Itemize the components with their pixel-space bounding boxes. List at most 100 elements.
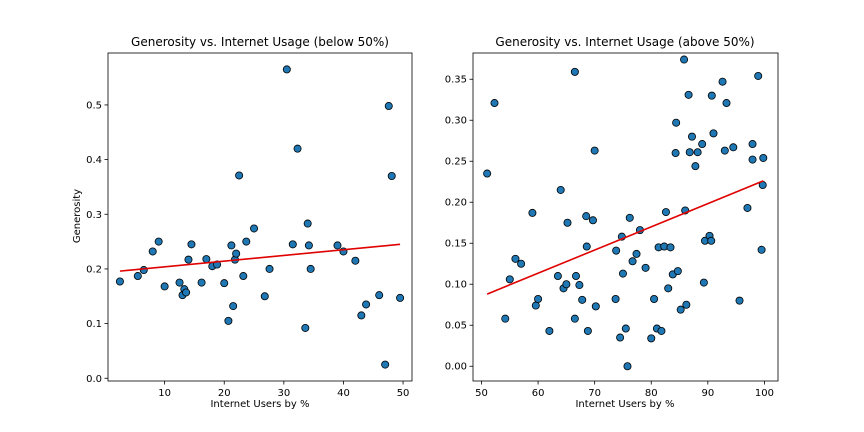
x-axis-label: Internet Users by % [210,399,309,410]
data-point [288,240,297,249]
data-point [260,292,269,301]
data-point [381,360,390,369]
data-point [641,263,650,272]
data-point [556,185,565,194]
data-point [384,102,393,111]
data-point [707,91,716,100]
data-point [632,249,641,258]
x-tick-label: 10 [158,388,171,399]
data-point [666,243,675,252]
data-point [693,148,702,157]
data-point [197,278,206,287]
data-point [229,302,238,311]
x-tick-label: 50 [397,388,410,399]
data-point [528,208,537,217]
data-point [505,275,514,284]
x-tick-label: 20 [218,388,231,399]
data-point [722,99,731,108]
y-tick-label: 0.05 [445,321,467,332]
data-point [748,155,757,164]
data-point [175,278,184,287]
data-point [235,171,244,180]
y-tick-label: 0.0 [86,374,102,385]
data-point [575,281,584,290]
data-point [625,213,634,222]
data-point [511,254,520,263]
x-tick-label: 60 [532,388,545,399]
data-point [517,259,526,268]
x-tick-label: 80 [645,388,658,399]
data-point [591,302,600,311]
data-point [239,272,248,281]
y-tick-label: 0.2 [86,264,102,275]
data-point [687,132,696,141]
y-tick-label: 0.35 [445,75,467,86]
x-tick-label: 90 [701,388,714,399]
data-point [396,293,405,302]
data-point [133,272,142,281]
x-tick-label: 50 [475,388,488,399]
data-point [265,264,274,273]
data-point [115,277,124,286]
data-point [757,245,766,254]
data-point [333,241,342,250]
data-point [531,301,540,310]
y-tick-label: 0.3 [86,210,102,221]
data-point [735,296,744,305]
data-point [709,129,718,138]
data-point [618,269,627,278]
data-point [664,284,673,293]
data-point [671,149,680,158]
data-point [718,77,727,86]
scatter-panel-above-50: Generosity vs. Internet Usage (above 50%… [445,35,779,410]
data-point [148,247,157,256]
data-point [682,300,691,309]
data-point [720,146,729,155]
data-point [699,278,708,287]
data-point [562,280,571,289]
data-point [202,255,211,264]
y-tick-label: 0.00 [445,362,467,373]
data-point [570,314,579,323]
data-point [729,143,738,152]
data-point [582,212,591,221]
data-point [187,240,196,249]
y-tick-label: 0.10 [445,280,467,291]
data-point [232,249,241,258]
data-point [748,140,757,149]
data-point [623,362,632,371]
data-point [154,237,163,246]
data-point [304,241,313,250]
data-point [184,255,193,264]
data-point [582,242,591,251]
data-point [357,311,366,320]
data-point [590,146,599,155]
data-point [534,294,543,303]
data-point [680,55,689,64]
data-point [501,314,510,323]
data-point [743,203,752,212]
x-tick-label: 40 [337,388,350,399]
data-point [306,264,315,273]
data-point [673,267,682,276]
y-tick-label: 0.5 [86,100,102,111]
data-point [351,256,360,265]
data-point [612,246,621,255]
data-point [282,65,291,74]
chart-title: Generosity vs. Internet Usage (below 50%… [131,35,389,49]
plot-frame [107,52,413,382]
data-point [250,224,259,233]
data-point [588,216,597,225]
plot-frame [472,52,779,382]
data-point [578,295,587,304]
data-point [661,208,670,217]
data-point [362,300,371,309]
data-point [685,148,694,157]
data-point [672,118,681,127]
data-point [698,140,707,149]
y-tick-label: 0.4 [86,155,102,166]
y-tick-label: 0.15 [445,239,467,250]
data-point [483,169,492,178]
x-tick-label: 100 [755,388,774,399]
